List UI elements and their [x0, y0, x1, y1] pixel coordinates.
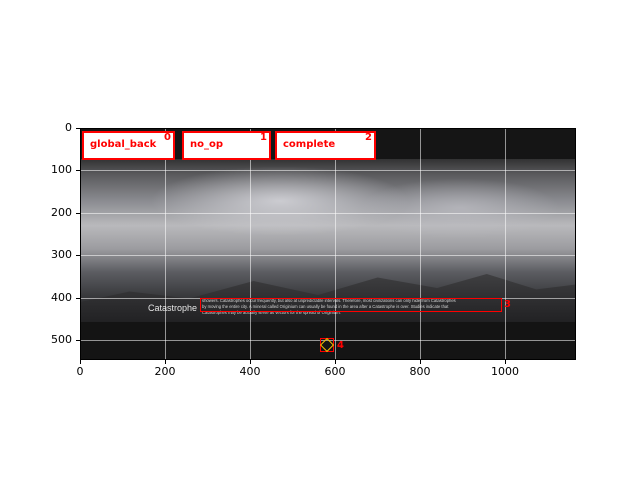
complete-button[interactable]: [275, 131, 376, 160]
x-tick: [335, 360, 336, 364]
gridline-x: [165, 128, 166, 360]
gridline-y: [80, 213, 576, 214]
x-tick-label: 800: [409, 365, 431, 378]
x-tick-label: 1000: [491, 365, 519, 378]
description-line: by moving the entire city. A mineral cal…: [202, 304, 449, 309]
y-tick-label: 400: [51, 291, 72, 304]
action-index-0: 0: [164, 132, 171, 143]
y-tick: [76, 255, 80, 256]
x-tick: [505, 360, 506, 364]
gridline-y: [80, 128, 576, 129]
game-screenshot: Catastrophe showers. Catastrophes occur …: [80, 128, 576, 360]
global-back-label: global_back: [90, 139, 157, 150]
global-back-button[interactable]: [82, 131, 175, 160]
x-tick-label: 600: [324, 365, 346, 378]
gridline-x: [80, 128, 81, 360]
y-tick-label: 200: [51, 206, 72, 219]
x-tick: [80, 360, 81, 364]
ground-band: [80, 322, 576, 360]
no-op-button[interactable]: [182, 131, 271, 160]
y-tick-label: 300: [51, 248, 72, 261]
gridline-x: [420, 128, 421, 360]
gridline-x: [335, 128, 336, 360]
catastrophe-description: showers. Catastrophes occur frequently, …: [202, 298, 502, 316]
x-tick: [165, 360, 166, 364]
description-line: Catastrophes may be actually serve as ve…: [202, 310, 341, 315]
catastrophe-label: Catastrophe: [148, 303, 198, 313]
gridline-y: [80, 340, 576, 341]
complete-label: complete: [283, 139, 336, 150]
action-index-1: 1: [260, 132, 267, 143]
y-tick: [76, 170, 80, 171]
marker-target[interactable]: [320, 338, 334, 352]
y-tick: [76, 128, 80, 129]
storm-cloud-secondary: [360, 178, 560, 238]
action-index-4: 4: [337, 340, 344, 351]
description-line: showers. Catastrophes occur frequently, …: [202, 298, 456, 303]
y-tick-label: 500: [51, 333, 72, 346]
y-tick: [76, 340, 80, 341]
no-op-label: no_op: [190, 139, 224, 150]
gridline-x: [505, 128, 506, 360]
action-index-3: 3: [504, 299, 511, 310]
gridline-x: [250, 128, 251, 360]
action-index-2: 2: [365, 132, 372, 143]
x-tick: [250, 360, 251, 364]
y-tick: [76, 298, 80, 299]
mountain-silhouette: [80, 274, 576, 330]
description-box-target[interactable]: [200, 298, 502, 312]
x-tick-label: 200: [154, 365, 176, 378]
gridline-y: [80, 170, 576, 171]
y-tick-label: 0: [65, 121, 72, 134]
gridline-y: [80, 255, 576, 256]
y-tick: [76, 213, 80, 214]
x-tick-label: 0: [76, 365, 84, 378]
x-tick: [420, 360, 421, 364]
x-tick-label: 400: [239, 365, 261, 378]
y-tick-label: 100: [51, 163, 72, 176]
